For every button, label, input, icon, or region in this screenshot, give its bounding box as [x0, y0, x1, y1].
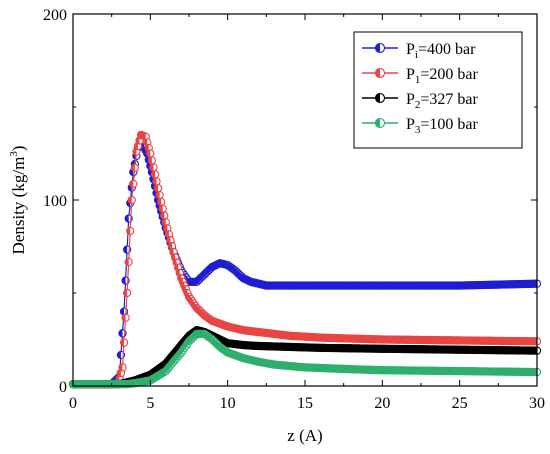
data-point [163, 224, 172, 233]
data-point [152, 177, 161, 186]
y-axis-title: Density (kg/m3) [8, 146, 28, 255]
data-point [160, 211, 169, 220]
x-tick-label: 20 [374, 395, 390, 412]
x-tick-label: 5 [146, 395, 154, 412]
data-point [130, 163, 140, 172]
x-tick-label: 25 [452, 395, 468, 412]
legend-entry-2: P1=200 bar [362, 66, 479, 86]
series-layer [68, 130, 542, 389]
data-point [149, 163, 158, 172]
data-point [121, 313, 130, 322]
x-tick-label: 15 [297, 395, 313, 412]
data-point [129, 179, 138, 189]
y-tick-label: 0 [59, 379, 67, 396]
y-axis-title-sup: 3 [8, 151, 20, 157]
legend-marker [374, 117, 386, 129]
series-4 [68, 329, 542, 389]
data-point [126, 226, 135, 236]
legend-marker [374, 67, 386, 79]
x-axis-title: z (A) [287, 426, 322, 445]
y-axis-title-tail: ) [9, 146, 28, 152]
data-point [158, 204, 167, 213]
data-point [153, 184, 163, 193]
data-point [167, 241, 177, 251]
data-point [124, 257, 133, 267]
legend-marker [374, 92, 386, 104]
data-point [155, 190, 164, 200]
data-point [122, 288, 132, 298]
legend-marker [374, 42, 386, 54]
data-point [127, 195, 136, 205]
x-tick-label: 30 [529, 395, 545, 412]
data-point [164, 230, 174, 239]
data-point [146, 149, 155, 158]
legend-label: P3=100 bar [406, 116, 479, 136]
data-point [166, 236, 175, 245]
data-point [147, 156, 157, 165]
legend-entry-3: P2=327 bar [362, 91, 479, 111]
data-point [118, 363, 127, 372]
legend-label: P1=200 bar [406, 66, 479, 86]
x-tick-label: 0 [69, 395, 77, 412]
data-point [150, 170, 160, 179]
data-point [119, 338, 129, 347]
y-tick-label: 100 [43, 193, 67, 210]
legend-entry-4: P3=100 bar [362, 116, 479, 136]
x-tick-label: 10 [220, 395, 236, 412]
y-tick-label: 200 [43, 7, 67, 24]
legend-label: Pi=400 bar [406, 41, 476, 61]
ticks-layer: 0 5 10 15 20 25 30 0 100 200 [43, 7, 545, 412]
data-point [157, 197, 166, 207]
y-axis-title-main: Density (kg/m [9, 157, 28, 255]
legend: Pi=400 bar P1=200 bar P2=327 bar P3=100 bar [353, 31, 523, 149]
legend-entry-1: Pi=400 bar [362, 41, 476, 61]
legend-label: P2=327 bar [406, 91, 479, 111]
